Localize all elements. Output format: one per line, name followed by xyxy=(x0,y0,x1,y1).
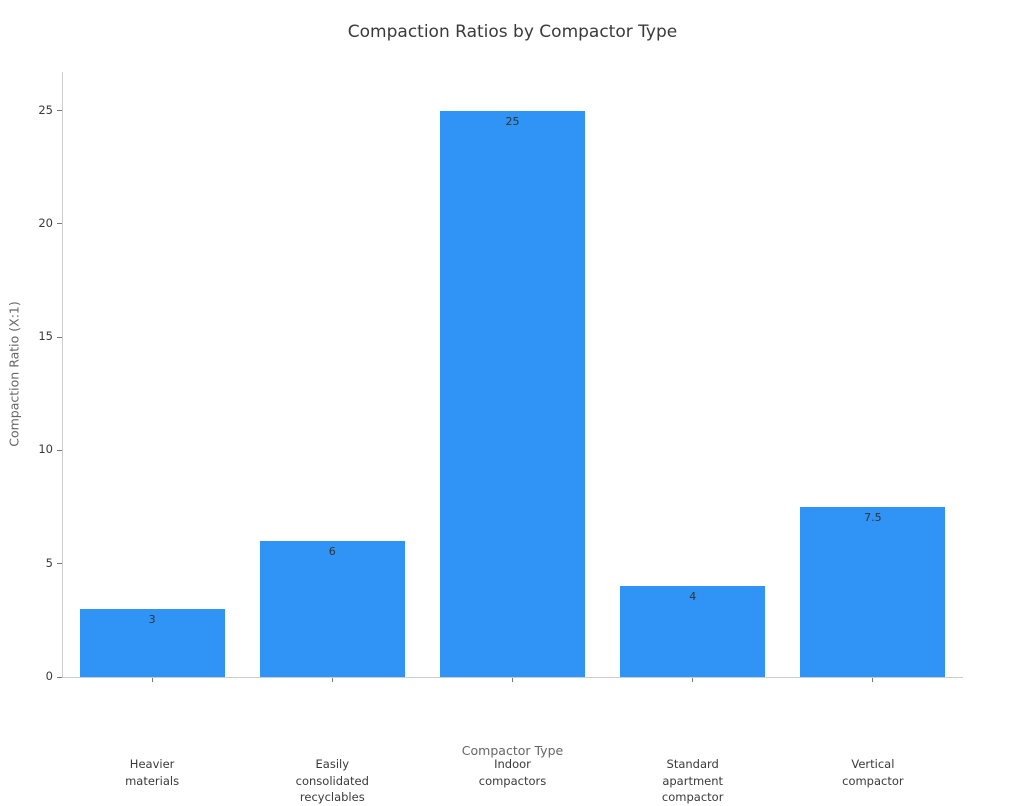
x-tick xyxy=(331,678,333,682)
bar-value-label: 4 xyxy=(689,590,697,604)
y-tick-label: 0 xyxy=(45,669,53,683)
bar xyxy=(79,609,225,677)
y-tick xyxy=(57,110,62,112)
bar-value-label: 3 xyxy=(148,613,156,627)
x-axis-line xyxy=(62,677,963,678)
bar-value-label: 6 xyxy=(328,545,336,559)
y-tick-label: 15 xyxy=(38,329,53,344)
x-category-label: Indoor compactors xyxy=(478,757,547,788)
x-tick xyxy=(692,678,694,682)
bar xyxy=(440,110,585,677)
bar-chart-figure: Compaction Ratios by Compactor Type Comp… xyxy=(6,22,963,804)
chart-title: Compaction Ratios by Compactor Type xyxy=(347,22,678,42)
x-category-label: Easily consolidated recyclables xyxy=(295,757,369,804)
y-tick-label: 5 xyxy=(45,555,53,570)
y-tick-label: 20 xyxy=(38,215,53,230)
y-tick xyxy=(57,676,62,678)
y-axis-title: Compaction Ratio (X:1) xyxy=(6,301,22,447)
y-tick-label: 25 xyxy=(38,102,53,117)
bar-value-label: 25 xyxy=(505,114,520,128)
x-tick xyxy=(512,678,513,682)
y-tick xyxy=(57,336,62,338)
y-tick xyxy=(57,449,62,451)
y-tick xyxy=(57,563,62,565)
y-axis-line xyxy=(62,72,63,677)
y-tick xyxy=(57,223,62,225)
x-axis-title: Compactor Type xyxy=(461,743,564,758)
plot-area: 0 5 10 15 20 25 3 6 25 4 7.5 Heavier materials Eas… xyxy=(38,72,963,804)
y-tick-label: 10 xyxy=(38,442,53,457)
x-category-label: Vertical compactor xyxy=(842,757,904,788)
x-category-label: Standard apartment compactor xyxy=(661,757,724,804)
bar xyxy=(800,507,946,677)
x-tick xyxy=(151,678,153,682)
bar xyxy=(259,541,405,677)
bar-value-label: 7.5 xyxy=(864,511,882,525)
x-tick xyxy=(872,678,874,682)
bar xyxy=(620,586,766,677)
x-category-label: Heavier materials xyxy=(125,757,180,788)
